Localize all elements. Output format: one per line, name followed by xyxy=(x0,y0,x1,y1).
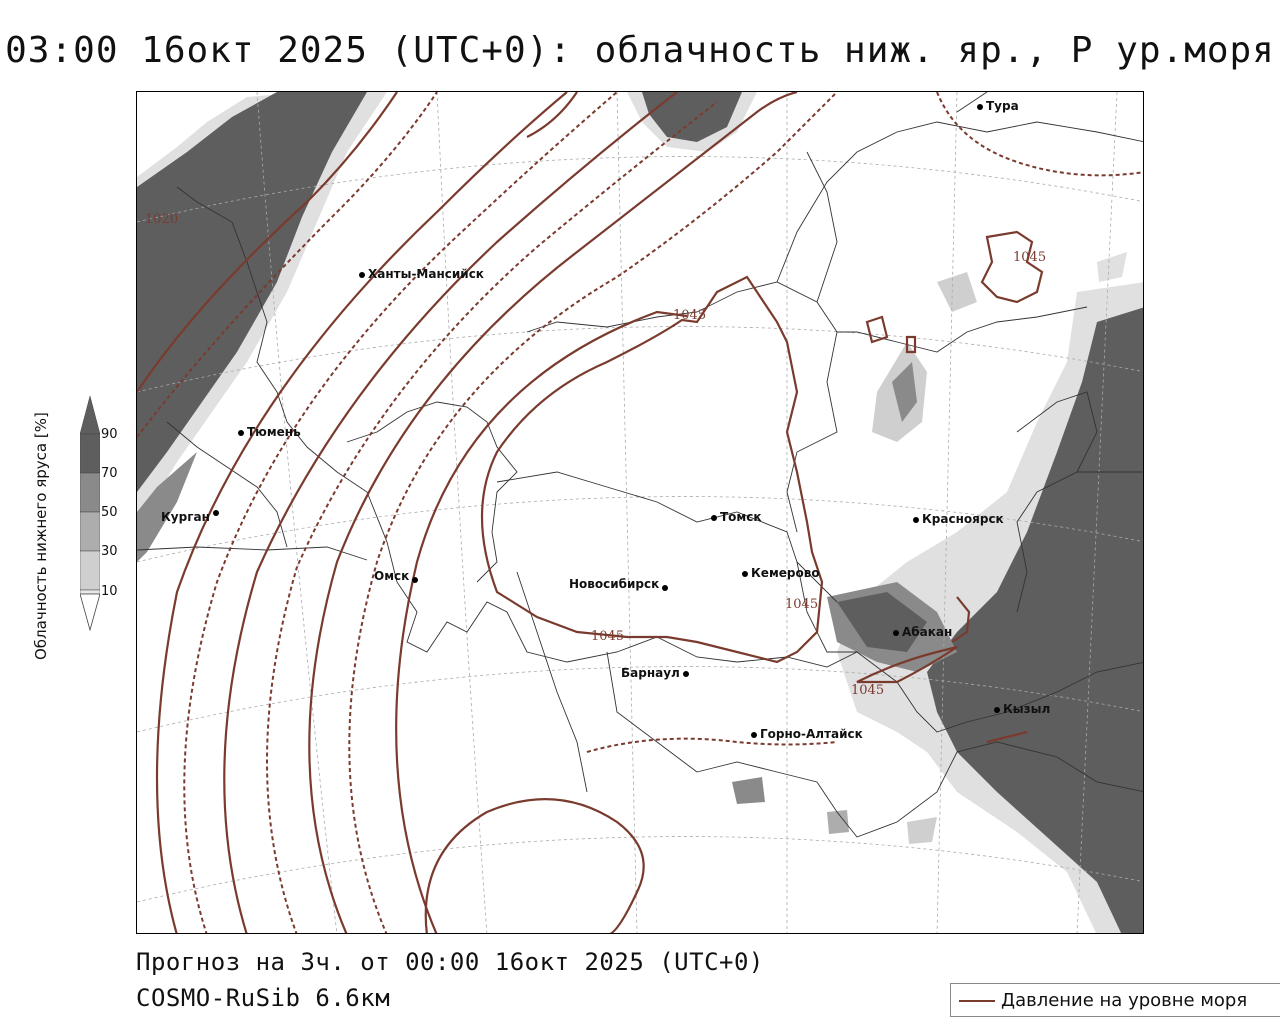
contour-label: 1045 xyxy=(673,308,707,323)
contour-label: 1045 xyxy=(851,683,885,698)
city-gorno-altaysk: Горно-Алтайск xyxy=(751,727,863,741)
city-dot-icon xyxy=(742,570,748,577)
city-novosibirsk: Новосибирск xyxy=(569,577,671,591)
city-khanty-mansiysk: Ханты-Мансийск xyxy=(359,267,484,281)
city-dot-icon xyxy=(662,585,669,591)
city-dot-icon xyxy=(977,103,983,110)
city-kyzyl: Кызыл xyxy=(994,702,1050,716)
map-panel: 1020 1045 1045 1045 1045 1045 Тура Ханты… xyxy=(136,91,1144,934)
city-dot-icon xyxy=(359,271,365,278)
city-barnaul: Барнаул xyxy=(621,666,692,680)
city-dot-icon xyxy=(711,514,717,521)
colorbar-tick: 30 xyxy=(101,544,118,559)
contour-label: 1045 xyxy=(591,629,625,644)
city-kurgan: Курган xyxy=(161,510,222,524)
contour-label: 1020 xyxy=(145,212,179,227)
map-title: 03:00 16окт 2025 (UTC+0): облачность ниж… xyxy=(5,30,1275,71)
contour-label: 1045 xyxy=(785,597,819,612)
city-dot-icon xyxy=(412,577,419,583)
city-dot-icon xyxy=(893,629,899,636)
legend-line-icon xyxy=(959,1000,995,1002)
city-dot-icon xyxy=(238,429,244,436)
city-omsk: Омск xyxy=(374,569,421,583)
colorbar-tick: 50 xyxy=(101,505,118,520)
city-tura: Тура xyxy=(977,99,1019,113)
colorbar-title: Облачность нижнего яруса [%] xyxy=(32,412,50,660)
city-tomsk: Томск xyxy=(711,510,762,524)
city-kemerovo: Кемерово xyxy=(742,566,820,580)
colorbar-tick: 10 xyxy=(101,584,118,599)
legend-label: Давление на уровне моря xyxy=(1001,990,1248,1011)
city-krasnoyarsk: Красноярск xyxy=(913,512,1004,526)
city-tyumen: Тюмень xyxy=(238,425,301,439)
model-info: COSMO-RuSib 6.6км xyxy=(136,984,391,1012)
contour-label: 1045 xyxy=(1013,250,1047,265)
colorbar-tick: 70 xyxy=(101,466,118,481)
city-dot-icon xyxy=(212,510,219,516)
city-dot-icon xyxy=(994,706,1000,713)
city-abakan: Абакан xyxy=(893,625,952,639)
forecast-info: Прогноз на 3ч. от 00:00 16окт 2025 (UTC+… xyxy=(136,948,764,976)
city-dot-icon xyxy=(682,670,689,677)
legend: Давление на уровне моря xyxy=(950,983,1280,1017)
colorbar-tick: 90 xyxy=(101,427,118,442)
city-dot-icon xyxy=(913,516,919,523)
city-dot-icon xyxy=(751,731,757,738)
colorbar xyxy=(79,395,101,636)
